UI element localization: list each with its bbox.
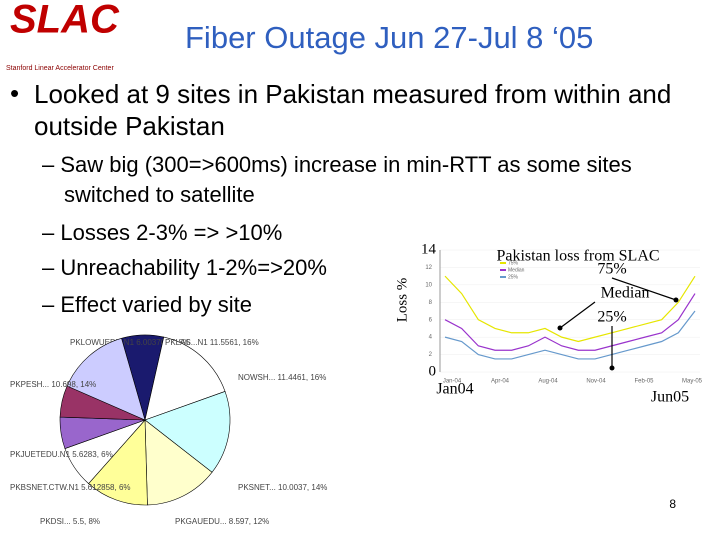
pie-label: PKSNET... 10.0037, 14% [238,483,327,492]
sub-bullet: – Unreachability 1-2%=>20% [42,255,327,280]
y-tick-label: 14 [421,241,437,257]
x-label: Jan04 [436,381,473,398]
arrow-head [609,365,615,371]
x-tick-label: Nov-04 [586,379,606,385]
y-axis-label: Loss % [394,278,410,323]
pie-label: PKGAUEDU... 8.597, 12% [175,517,269,526]
annotation-arrow [559,301,596,329]
legend-swatch [500,269,506,271]
pie-label: PKDSI... 5.5, 8% [40,517,100,526]
pie-chart: PKLOWUEDU.N1 6.0037037, 8%PKLAS...N1 11.… [10,334,327,526]
pie-label: PKLAS...N1 11.5561, 16% [165,338,259,347]
y-tick-label: 2 [429,352,433,358]
legend-label: Median [508,267,525,273]
pie-label: PKLOWUEDU.N1 6.0037037, 8% [70,338,190,347]
x-label: Jun05 [651,389,689,406]
bullet-dot: • [10,78,19,108]
logo: SLAC [10,0,120,42]
pie-label: NOWSH... 11.4461, 16% [238,373,326,382]
pie-slice [66,337,146,421]
y-tick-label: 0 [429,363,437,379]
legend-swatch [500,262,506,264]
series-annotation: 75% [597,261,626,278]
x-tick-label: Jan-04 [443,379,462,385]
slide-title: Fiber Outage Jun 27-Jul 8 ‘05 [185,20,593,55]
y-tick-label: 12 [425,265,432,271]
y-tick-label: 6 [429,317,433,323]
x-tick-label: Apr-04 [491,379,510,385]
sub-bullet: – Effect varied by site [42,292,252,317]
series-annotation: Median [601,285,650,302]
arrow-head [673,297,679,303]
loss-line [444,310,696,360]
pie-label: PKJUETEDU.N1 5.6283, 6% [10,450,113,459]
loss-line [444,275,696,343]
x-tick-label: Aug-04 [538,379,558,385]
sub-bullet: – Saw big (300=>600ms) increase in min-R… [42,152,632,207]
y-tick-label: 10 [425,282,432,288]
loss-chart: 0 2 4 6 8 10 12 14 Loss % Pakistan loss from SLAC… [394,241,702,405]
page-number: 8 [669,497,676,511]
x-tick-label: Feb-05 [634,379,654,385]
legend-swatch [500,276,506,278]
sub-bullet: – Losses 2-3% => >10% [42,220,283,245]
chart-title: Pakistan loss from SLAC [496,248,659,265]
pie-slice [144,391,231,473]
y-tick-label: 4 [429,335,433,341]
x-tick-label: May-05 [682,379,703,385]
y-tick-label: 8 [429,300,433,306]
loss-line [444,293,696,351]
logo-subtitle: Stanford Linear Accelerator Center [6,65,114,72]
bullet: Looked at 9 sites in Pakistan measured f… [34,79,672,141]
legend-label: 75% [508,260,519,266]
annotation-arrow [611,277,677,301]
arrow-head [557,325,563,331]
pie-slice [144,336,226,421]
series-annotation: 25% [597,309,626,326]
pie-label: PKBSNET.CTW.N1 5.612858, 6% [10,483,131,492]
pie-slice [144,419,213,506]
pie-slice [88,419,148,506]
pie-label: PKPESH... 10.698, 14% [10,380,96,389]
legend-label: 25% [508,274,519,280]
